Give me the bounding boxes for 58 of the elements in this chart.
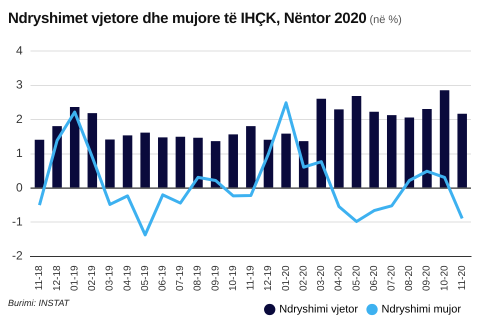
x-tick-label: 06-19 <box>158 264 169 291</box>
bar <box>246 126 256 188</box>
bar <box>404 118 414 188</box>
bar <box>140 132 150 188</box>
bar <box>386 115 396 188</box>
bar <box>158 137 168 188</box>
bar <box>210 141 220 188</box>
bar <box>122 135 132 188</box>
x-tick-label: 08-19 <box>192 264 204 291</box>
x-tick-label: 05-20 <box>351 264 362 291</box>
x-tick-label: 10-20 <box>439 264 450 291</box>
bar <box>105 139 115 188</box>
x-tick-label: 07-19 <box>175 264 186 291</box>
chart-title: Ndryshimet vjetore dhe mujore të IHÇK, Nëntor 2020 <box>8 10 366 27</box>
y-tick-label: 2 <box>16 112 23 126</box>
y-tick-label: 4 <box>16 44 23 58</box>
x-tick-label: 07-20 <box>386 264 398 291</box>
x-tick-label: 01-20 <box>280 264 292 291</box>
x-tick-label: 02-20 <box>298 264 310 291</box>
y-tick-label: -2 <box>12 248 23 263</box>
bar <box>334 109 344 188</box>
x-tick-label: 11-20 <box>456 264 468 290</box>
x-tick-label: 04-20 <box>334 264 345 291</box>
x-tick-label: 03-20 <box>316 264 328 291</box>
x-tick-label: 05-19 <box>140 264 151 291</box>
x-tick-label: 06-20 <box>368 264 380 291</box>
legend-label: Ndryshimi vjetor <box>279 304 358 316</box>
bar <box>316 98 326 188</box>
bar <box>176 136 186 188</box>
legend-label: Ndryshimi mujor <box>382 304 462 316</box>
bar <box>281 134 291 188</box>
bar <box>352 96 362 188</box>
x-tick-label: 08-20 <box>404 264 416 291</box>
bar <box>422 109 432 188</box>
bar <box>193 138 203 188</box>
x-tick-label: 12-19 <box>263 264 274 291</box>
x-tick-label: 09-20 <box>422 264 433 291</box>
bar <box>70 106 80 188</box>
text: Burimi: INSTAT <box>8 298 70 308</box>
y-tick-label: 3 <box>16 78 23 92</box>
y-tick-label: -1 <box>12 214 23 229</box>
bar <box>369 112 379 188</box>
y-tick-label: 0 <box>16 180 23 194</box>
x-tick-label: 11-18 <box>34 264 46 290</box>
x-tick-label: 03-19 <box>104 264 116 291</box>
x-tick-label: 12-18 <box>52 264 63 291</box>
x-tick-label: 02-19 <box>87 264 98 291</box>
bar <box>34 140 44 188</box>
chart-subtitle: (në %) <box>369 14 402 26</box>
x-tick-label: 10-19 <box>228 264 239 291</box>
bar <box>457 114 467 188</box>
x-tick-label: 01-19 <box>69 264 80 291</box>
y-tick-label: 1 <box>16 146 23 160</box>
x-tick-label: 11-19 <box>246 264 257 290</box>
bar <box>228 134 238 188</box>
x-tick-label: 04-19 <box>122 264 134 291</box>
bar <box>440 90 450 188</box>
x-tick-label: 09-19 <box>210 264 222 291</box>
